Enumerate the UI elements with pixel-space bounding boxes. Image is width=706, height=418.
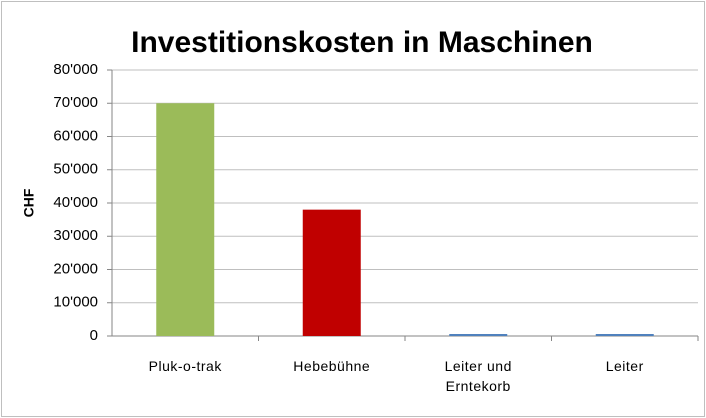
chart-title: Investitionskosten in Maschinen [131, 26, 593, 59]
y-tick-label: 10'000 [53, 294, 98, 311]
y-tick-label: 0 [90, 327, 98, 344]
x-tick-label: Leiter und Erntekorb [444, 358, 512, 394]
x-tick-label: Leiter [605, 358, 644, 374]
y-tick-label: 60'000 [53, 127, 98, 144]
x-tick-label: Hebebühne [293, 358, 371, 374]
bar [302, 209, 361, 336]
y-tick-label: 50'000 [53, 161, 98, 178]
x-tick-label: Pluk-o-trak [148, 358, 222, 374]
y-tick-label: 70'000 [53, 94, 98, 111]
y-tick-label: 40'000 [53, 194, 98, 211]
y-tick-label: 30'000 [53, 227, 98, 244]
y-tick-label: 80'000 [53, 61, 98, 78]
y-axis-title: CHF [21, 188, 37, 217]
bar [595, 334, 654, 336]
bar [449, 334, 508, 336]
bar [156, 103, 215, 336]
y-tick-label: 20'000 [53, 260, 98, 277]
